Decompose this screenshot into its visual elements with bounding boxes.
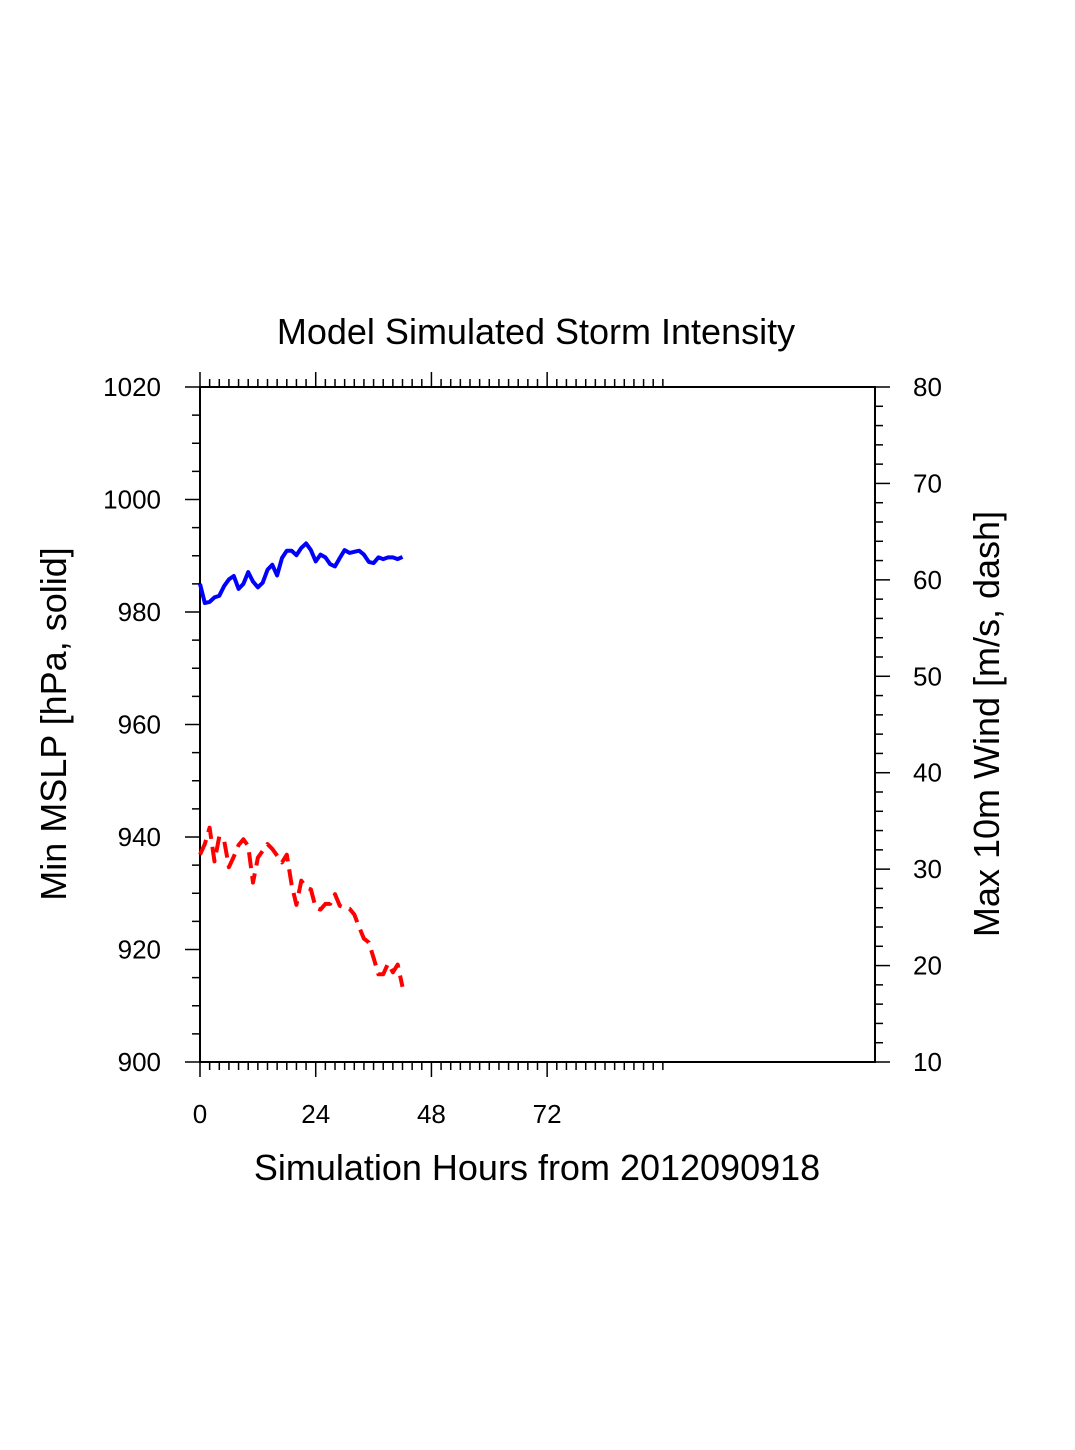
y-axis-right-label: Max 10m Wind [m/s, dash] [966,511,1007,937]
y-left-tick-label: 1020 [103,372,161,402]
min-mslp-series-line [198,541,404,605]
x-tick-label: 72 [533,1099,562,1129]
axis-ticks [185,372,890,1077]
y-left-tick-label: 960 [118,710,161,740]
chart-title: Model Simulated Storm Intensity [277,311,795,352]
y-left-tick-label: 920 [118,935,161,965]
y-left-tick-label: 940 [118,822,161,852]
plot-frame [199,386,876,1063]
y-right-tick-label: 50 [913,661,942,691]
y-right-tick-label: 20 [913,951,942,981]
axis-tick-labels: 0 24 48 72900920940960980100010201020304050… [103,372,942,1129]
plot-border [199,386,876,1063]
series-layer [198,541,405,988]
max-wind-series-line [198,825,405,988]
y-left-tick-label: 980 [118,597,161,627]
x-axis-label: Simulation Hours from 2012090918 [254,1147,820,1188]
x-tick-label: 0 [193,1099,207,1129]
x-tick-label: 48 [417,1099,446,1129]
y-axis-left-label: Min MSLP [hPa, solid] [33,547,74,901]
x-tick-label: 24 [301,1099,330,1129]
y-right-tick-label: 70 [913,468,942,498]
y-right-tick-label: 40 [913,758,942,788]
y-left-tick-label: 1000 [103,485,161,515]
y-right-tick-label: 10 [913,1047,942,1077]
y-right-tick-label: 60 [913,565,942,595]
y-right-tick-label: 30 [913,854,942,884]
y-right-tick-label: 80 [913,372,942,402]
y-left-tick-label: 900 [118,1047,161,1077]
